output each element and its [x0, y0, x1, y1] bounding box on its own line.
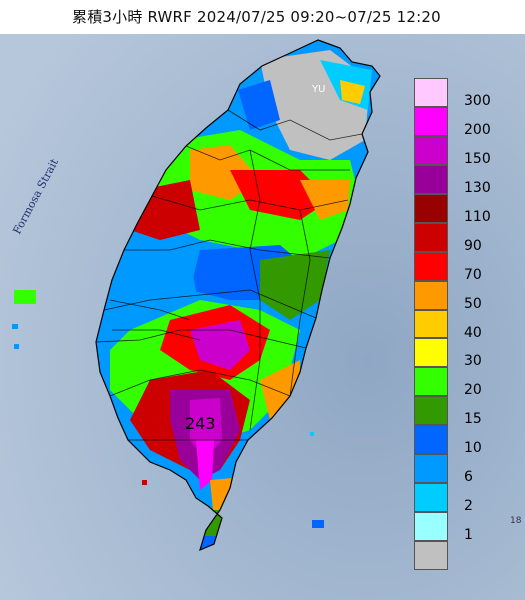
legend-swatch — [414, 483, 448, 513]
legend-label: 50 — [464, 295, 482, 312]
legend-swatch — [414, 541, 448, 570]
page-title: 累積3小時 RWRF 2024/07/25 09:20~07/25 12:20 — [72, 8, 441, 26]
legend-swatch — [414, 367, 448, 397]
legend-swatch — [414, 280, 448, 310]
legend-row: 40 — [412, 309, 510, 341]
legend-row: 15 — [412, 396, 510, 428]
rain-cell — [12, 324, 18, 329]
legend-label: 30 — [464, 353, 482, 370]
legend-row — [412, 541, 510, 570]
legend-swatch — [414, 106, 448, 136]
rain-cell — [310, 432, 314, 436]
legend-row: 70 — [412, 251, 510, 283]
legend-row: 200 — [412, 106, 510, 138]
color-legend: 300 200 150 130 110 90 70 50 40 30 20 15 10 6 2 1 — [412, 78, 510, 570]
rain-cell — [14, 344, 19, 349]
rain-cell — [14, 290, 36, 304]
legend-row: 50 — [412, 280, 510, 312]
legend-row: 10 — [412, 425, 510, 457]
legend-swatch — [414, 396, 448, 426]
legend-swatch — [414, 193, 448, 223]
legend-label: 300 — [464, 93, 491, 109]
legend-label: 6 — [464, 469, 473, 486]
legend-row: 130 — [412, 164, 510, 196]
legend-row: 90 — [412, 222, 510, 254]
legend-swatch — [414, 512, 448, 542]
legend-swatch — [414, 454, 448, 484]
legend-label: 40 — [464, 324, 482, 341]
coastline — [95, 39, 381, 552]
station-label: YU — [312, 84, 326, 95]
legend-row: 110 — [412, 193, 510, 225]
legend-row: 300 — [412, 78, 510, 109]
legend-label: 10 — [464, 440, 482, 457]
legend-swatch — [414, 78, 448, 107]
legend-swatch — [414, 338, 448, 368]
legend-row: 150 — [412, 135, 510, 167]
rain-cell — [142, 480, 147, 485]
legend-label: 90 — [464, 237, 482, 254]
legend-label: 15 — [464, 411, 482, 428]
legend-row: 30 — [412, 338, 510, 370]
legend-swatch — [414, 309, 448, 339]
legend-swatch — [414, 251, 448, 281]
legend-row: 20 — [412, 367, 510, 399]
legend-label: 130 — [464, 179, 491, 196]
legend-label: 150 — [464, 150, 491, 167]
legend-row: 1 — [412, 512, 510, 544]
legend-swatch — [414, 425, 448, 455]
legend-row: 6 — [412, 454, 510, 486]
legend-row: 2 — [412, 483, 510, 515]
legend-label: 110 — [464, 208, 491, 225]
legend-label: 2 — [464, 498, 473, 515]
legend-label: 70 — [464, 266, 482, 283]
title-bar — [0, 0, 525, 34]
legend-swatch — [414, 222, 448, 252]
edge-label: 18 — [510, 516, 522, 526]
peak-value-label: 243 — [185, 414, 216, 433]
legend-label: 20 — [464, 382, 482, 399]
county-boundaries — [95, 109, 363, 441]
rain-cell — [312, 520, 324, 528]
legend-label: 1 — [464, 527, 473, 544]
legend-swatch — [414, 135, 448, 165]
legend-label: 200 — [464, 121, 491, 138]
offshore-rain-cells — [12, 290, 324, 528]
legend-swatch — [414, 164, 448, 194]
